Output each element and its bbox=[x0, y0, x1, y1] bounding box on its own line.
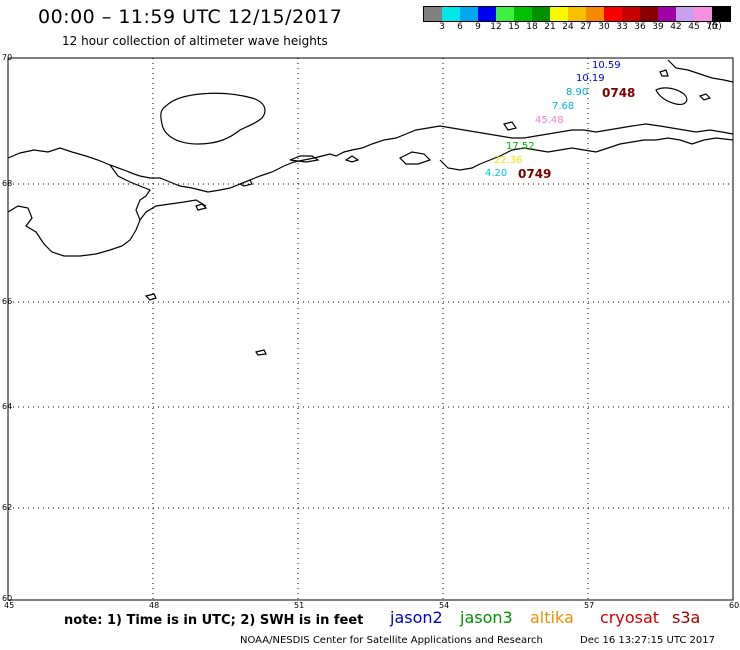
page-subtitle: 12 hour collection of altimeter wave hei… bbox=[62, 34, 328, 48]
coastline bbox=[7, 59, 734, 356]
page-title: 00:00 – 11:59 UTC 12/15/2017 bbox=[38, 6, 343, 28]
wave-height-value: 22.36 bbox=[494, 155, 523, 166]
wave-height-value: 17.52 bbox=[506, 141, 535, 152]
colorbar-swatch bbox=[424, 7, 442, 21]
footer-note: note: 1) Time is in UTC; 2) SWH is in fe… bbox=[64, 613, 364, 628]
latitude-label: 68 bbox=[2, 179, 13, 188]
colorbar-label: 30 bbox=[598, 22, 610, 32]
colorbar-swatch bbox=[550, 7, 568, 21]
colorbar-label: 70 bbox=[706, 22, 718, 32]
wave-height-value: 4.20 bbox=[485, 168, 508, 179]
colorbar-label: 21 bbox=[544, 22, 556, 32]
satellite-legend-cryosat: cryosat bbox=[600, 608, 660, 627]
islet-b bbox=[344, 155, 360, 163]
small-island-1 bbox=[144, 293, 157, 301]
southern-coast bbox=[7, 199, 207, 257]
colorbar-label: (ft) bbox=[708, 22, 722, 32]
satellite-legend-altika: altika bbox=[530, 608, 574, 627]
small-island-2 bbox=[255, 349, 267, 356]
colorbar-label: 9 bbox=[475, 22, 481, 32]
colorbar-swatch bbox=[622, 7, 640, 21]
map-gridlines bbox=[8, 58, 733, 600]
credit-text: NOAA/NESDIS Center for Satellite Applica… bbox=[240, 635, 543, 646]
map-frame bbox=[7, 57, 734, 601]
colorbar-label: 12 bbox=[490, 22, 502, 32]
colorbar-label: 45 bbox=[688, 22, 700, 32]
wave-height-value: 10.19 bbox=[576, 73, 605, 84]
novaya-zemlya-coast bbox=[160, 92, 266, 145]
colorbar-label: 42 bbox=[670, 22, 682, 32]
wave-height-colorbar bbox=[423, 6, 731, 22]
satellite-legend-jason3: jason3 bbox=[460, 608, 513, 627]
colorbar-swatch bbox=[568, 7, 586, 21]
satellite-legend-jason2: jason2 bbox=[390, 608, 443, 627]
main-coast bbox=[7, 123, 734, 193]
islet-a bbox=[289, 155, 320, 163]
colorbar-swatch bbox=[604, 7, 622, 21]
colorbar-swatch bbox=[658, 7, 676, 21]
longitude-label: 57 bbox=[584, 601, 595, 610]
colorbar-label: 24 bbox=[562, 22, 574, 32]
colorbar-swatch bbox=[496, 7, 514, 21]
colorbar-swatch bbox=[694, 7, 712, 21]
colorbar-label: 27 bbox=[580, 22, 592, 32]
colorbar-swatch bbox=[586, 7, 604, 21]
colorbar-swatch bbox=[640, 7, 658, 21]
generated-timestamp: Dec 16 13:27:15 UTC 2017 bbox=[580, 635, 715, 646]
colorbar-label: 6 bbox=[457, 22, 463, 32]
latitude-label: 64 bbox=[2, 402, 13, 411]
colorbar-swatch bbox=[514, 7, 532, 21]
colorbar-label: 33 bbox=[616, 22, 628, 32]
islet-c bbox=[398, 151, 432, 165]
longitude-label: 60 bbox=[729, 601, 740, 610]
colorbar-label: 15 bbox=[508, 22, 520, 32]
islet-h bbox=[659, 69, 669, 77]
islet-f bbox=[195, 203, 208, 211]
wave-height-value: 8.90 bbox=[566, 87, 589, 98]
colorbar-label: 3 bbox=[439, 22, 445, 32]
latitude-label: 60 bbox=[2, 594, 13, 603]
wave-height-value: 7.68 bbox=[552, 101, 575, 112]
colorbar-label: 39 bbox=[652, 22, 664, 32]
eastern-islands bbox=[667, 59, 734, 83]
longitude-label: 51 bbox=[294, 601, 305, 610]
longitude-label: 54 bbox=[439, 601, 450, 610]
colorbar-swatch bbox=[460, 7, 478, 21]
pass-time-label: 0748 bbox=[602, 86, 636, 100]
wave-height-value: 10.59 bbox=[592, 60, 621, 71]
colorbar-label: 18 bbox=[526, 22, 538, 32]
northeast-island bbox=[655, 87, 688, 105]
colorbar-swatch bbox=[442, 7, 460, 21]
longitude-label: 48 bbox=[149, 601, 160, 610]
latitude-label: 62 bbox=[2, 503, 13, 512]
colorbar-swatch bbox=[478, 7, 496, 21]
gulf-coast bbox=[439, 137, 734, 171]
peninsula-coast bbox=[109, 164, 151, 221]
islet-d bbox=[503, 121, 517, 131]
islet-g bbox=[698, 93, 712, 101]
latitude-label: 66 bbox=[2, 297, 13, 306]
colorbar-label: 36 bbox=[634, 22, 646, 32]
colorbar-swatch bbox=[532, 7, 550, 21]
colorbar-swatch bbox=[676, 7, 694, 21]
longitude-label: 45 bbox=[4, 601, 15, 610]
pass-time-label: 0749 bbox=[518, 167, 552, 181]
satellite-legend-s3a: s3a bbox=[672, 608, 701, 627]
wave-height-value: 45.48 bbox=[535, 115, 564, 126]
colorbar-swatch bbox=[712, 7, 730, 21]
islet-e bbox=[238, 179, 253, 187]
latitude-label: 70 bbox=[2, 53, 13, 62]
